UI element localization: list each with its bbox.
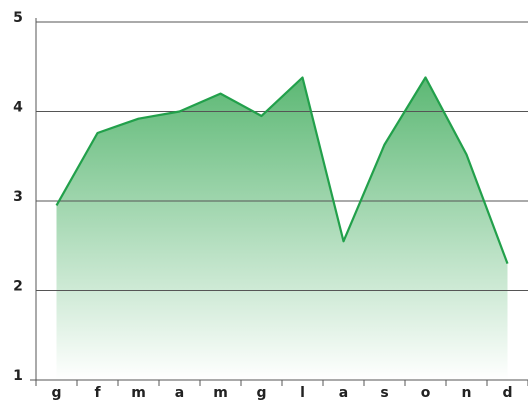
x-tick-label: g — [256, 385, 266, 401]
y-tick-label: 3 — [13, 189, 23, 205]
x-tick-label: l — [300, 385, 305, 401]
y-tick-label: 2 — [13, 279, 23, 295]
x-tick-label: g — [51, 385, 61, 401]
y-tick-label: 1 — [13, 368, 23, 384]
x-tick-label: a — [175, 385, 184, 401]
x-tick-label: a — [339, 385, 348, 401]
x-tick-label: n — [462, 385, 472, 401]
x-tick-label: m — [131, 385, 146, 401]
area-line — [55, 76, 509, 265]
y-tick-label: 5 — [13, 10, 23, 26]
x-tick-label: o — [421, 385, 431, 401]
y-tick-label: 4 — [13, 100, 23, 116]
x-tick-label: s — [380, 385, 388, 401]
area-fill — [56, 77, 508, 381]
x-tick-label: m — [213, 385, 228, 401]
x-tick-label: d — [502, 385, 512, 401]
x-tick-label: f — [94, 385, 101, 401]
